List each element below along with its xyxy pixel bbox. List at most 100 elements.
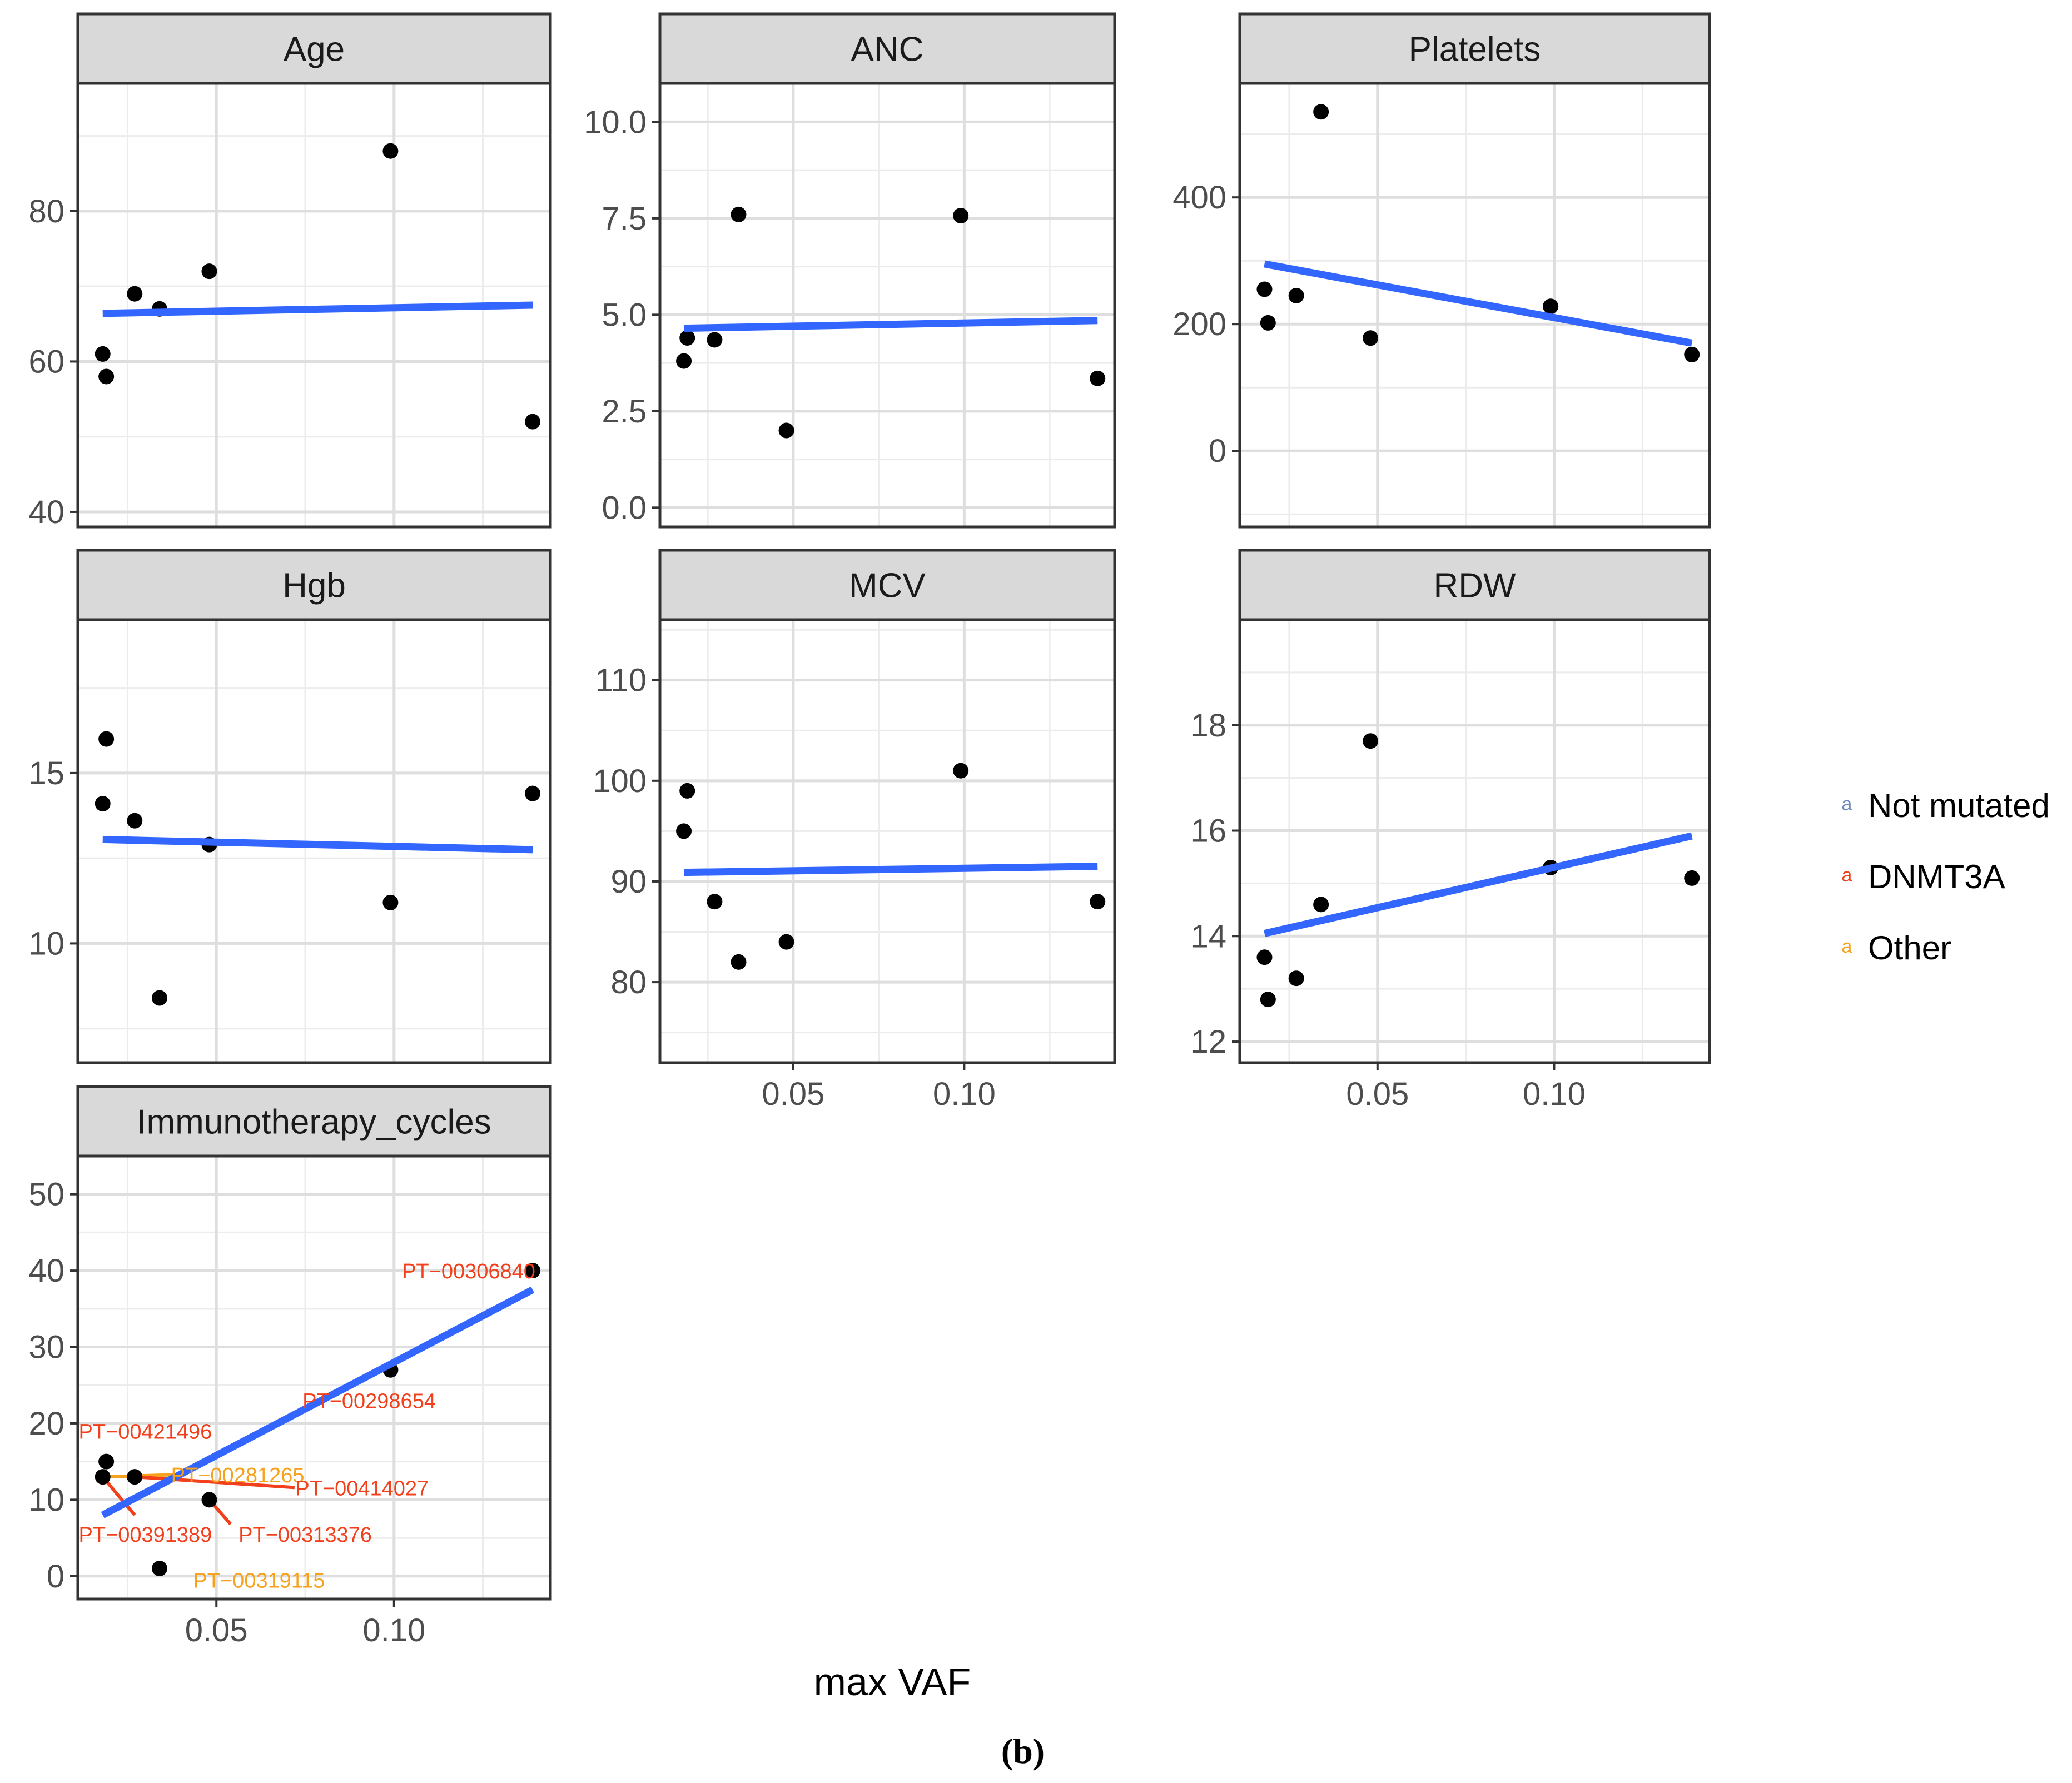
data-point — [151, 1561, 167, 1577]
panel-border — [76, 82, 552, 529]
data-point — [676, 353, 692, 369]
y-tick-label: 0.0 — [602, 490, 647, 526]
data-point — [382, 894, 399, 910]
y-tick-label: 400 — [1172, 180, 1226, 216]
x-tick-label: 0.05 — [762, 1076, 824, 1112]
data-point — [127, 286, 143, 302]
regression-line — [683, 863, 1098, 876]
panel-border — [1238, 618, 1711, 1064]
data-point — [1256, 949, 1273, 965]
plot-background — [660, 620, 1115, 1063]
data-point — [1363, 330, 1379, 346]
y-tick-label: 0 — [1209, 433, 1226, 469]
figure-caption: (b) — [1001, 1731, 1045, 1771]
strip-background — [76, 1085, 552, 1158]
x-tick-label: 0.05 — [1346, 1076, 1409, 1112]
y-tick-label: 2.5 — [602, 394, 647, 430]
x-axis-title: max VAF — [814, 1660, 971, 1704]
panel-border — [76, 618, 552, 1064]
point-label: PT−00313376 — [238, 1523, 372, 1547]
data-point — [1090, 894, 1106, 910]
strip-background — [76, 12, 552, 85]
x-tick-label: 0.05 — [185, 1612, 248, 1648]
regression-line — [101, 1286, 535, 1518]
strip-label-immunotherapy-cycles: Immunotherapy_cycles — [137, 1103, 491, 1142]
strip-background — [1238, 12, 1711, 85]
strip-label-platelets: Platelets — [1409, 31, 1541, 69]
legend: a Not mutated a DNMT3A a Other — [1842, 787, 2050, 967]
y-tick-label: 50 — [28, 1177, 64, 1213]
point-label: PT−00414027 — [295, 1477, 429, 1500]
y-tick-label: 80 — [28, 193, 64, 230]
data-point — [95, 796, 111, 812]
strip-background — [658, 12, 1116, 85]
panel-immunotherapy-cycles: Immunotherapy_cycles 0 10 20 30 40 50 0.05 0.10 P… — [28, 1085, 552, 1648]
point-label: PT−00391389 — [79, 1523, 212, 1547]
regression-line — [1264, 832, 1693, 937]
y-tick-label: 0 — [47, 1558, 64, 1595]
point-label: PT−00421496 — [79, 1421, 212, 1444]
legend-label-not-mutated: Not mutated — [1868, 787, 2050, 824]
data-point — [127, 1469, 143, 1485]
panel-border — [658, 618, 1116, 1064]
plot-background — [1240, 620, 1710, 1063]
y-tick-label: 90 — [610, 864, 647, 900]
y-tick-label: 12 — [1190, 1024, 1226, 1060]
data-point — [1543, 298, 1559, 315]
panel-age: Age 40 60 80 — [28, 12, 552, 530]
data-point — [1260, 315, 1276, 331]
data-point — [953, 208, 969, 224]
point-label: PT−00281265 — [171, 1464, 305, 1487]
data-point — [98, 731, 115, 747]
x-tick-label: 0.10 — [1523, 1076, 1586, 1112]
data-point — [201, 1492, 217, 1508]
panel-border — [658, 82, 1116, 529]
data-point — [1313, 104, 1329, 120]
data-point — [1288, 287, 1304, 303]
data-point — [731, 954, 747, 970]
data-point — [95, 346, 111, 362]
panel-border — [76, 1154, 552, 1601]
y-tick-label: 5.0 — [602, 297, 647, 333]
strip-label-rdw: RDW — [1433, 567, 1516, 605]
panel-rdw: RDW 12 14 16 18 0.05 0.10 — [1190, 549, 1711, 1112]
regression-line — [102, 301, 533, 317]
y-tick-label: 200 — [1172, 306, 1226, 342]
data-point — [95, 1469, 111, 1485]
data-point — [98, 368, 115, 385]
y-tick-label: 20 — [28, 1406, 64, 1442]
x-tick-label: 0.10 — [362, 1612, 425, 1648]
data-point — [679, 783, 695, 799]
data-point — [778, 422, 794, 439]
y-tick-label: 60 — [28, 343, 64, 380]
panel-border — [1238, 82, 1711, 529]
y-tick-label: 14 — [1190, 918, 1226, 954]
strip-background — [1238, 549, 1711, 621]
label-connector — [135, 1475, 295, 1490]
data-point — [98, 1453, 115, 1470]
y-tick-label: 16 — [1190, 813, 1226, 849]
data-point — [679, 330, 695, 346]
panel-anc: ANC 0.0 2.5 5.0 7.5 10.0 — [584, 12, 1116, 529]
y-tick-label: 40 — [28, 1253, 64, 1289]
data-point — [1313, 897, 1329, 913]
data-point — [707, 332, 723, 348]
y-tick-label: 15 — [28, 755, 64, 791]
strip-background — [76, 549, 552, 621]
y-tick-label: 10 — [28, 925, 64, 962]
data-point — [525, 414, 541, 430]
legend-label-dnmt3a: DNMT3A — [1868, 858, 2005, 895]
data-point — [731, 206, 747, 222]
regression-line — [683, 317, 1098, 332]
regression-line — [102, 835, 533, 854]
legend-key-not-mutated: a — [1842, 794, 1852, 815]
x-tick-label: 0.10 — [933, 1076, 996, 1112]
point-label: PT−00306840 — [402, 1260, 535, 1283]
data-point — [1684, 346, 1700, 362]
data-point — [201, 263, 217, 280]
strip-label-hgb: Hgb — [282, 567, 346, 605]
facet-panels: Age 40 60 80 ANC 0.0 2.5 5.0 7.5 10.0 Platelets 0 20… — [28, 12, 1711, 1648]
y-tick-label: 100 — [593, 763, 647, 799]
regression-line — [1264, 260, 1693, 347]
